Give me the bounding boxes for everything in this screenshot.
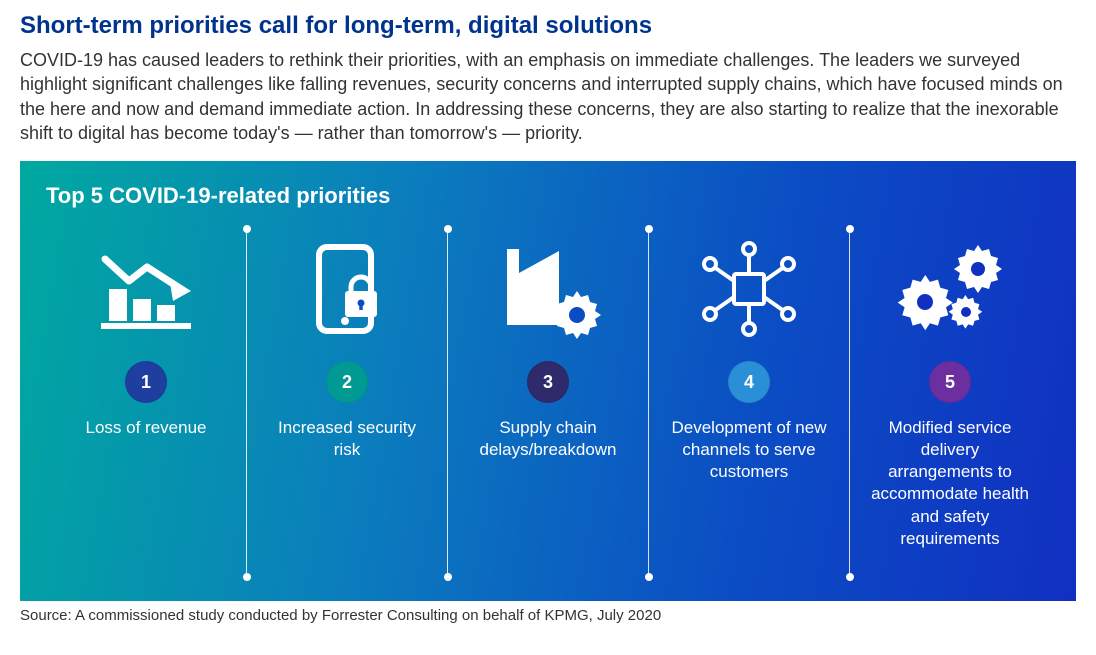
priority-item: 2 Increased security risk bbox=[247, 223, 447, 583]
network-nodes-icon bbox=[694, 229, 804, 349]
priority-item: 4 Development of new channels to serve c… bbox=[649, 223, 849, 583]
priority-item: 5 Modified service delivery arrangements… bbox=[850, 223, 1050, 583]
priority-badge: 5 bbox=[929, 361, 971, 403]
priorities-columns: 1 Loss of revenue bbox=[46, 223, 1050, 583]
priority-badge: 1 bbox=[125, 361, 167, 403]
priority-label: Supply chain delays/breakdown bbox=[460, 417, 636, 461]
page-title: Short-term priorities call for long-term… bbox=[20, 12, 1076, 40]
priority-label: Modified service delivery arrangements t… bbox=[862, 417, 1038, 550]
priority-item: 1 Loss of revenue bbox=[46, 223, 246, 583]
priorities-panel: Top 5 COVID-19-related priorities bbox=[20, 161, 1076, 601]
intro-paragraph: COVID-19 has caused leaders to rethink t… bbox=[20, 48, 1076, 145]
source-citation: Source: A commissioned study conducted b… bbox=[20, 607, 1076, 624]
priority-label: Loss of revenue bbox=[82, 417, 211, 439]
priority-badge: 4 bbox=[728, 361, 770, 403]
priority-badge: 3 bbox=[527, 361, 569, 403]
revenue-down-icon bbox=[91, 229, 201, 349]
priority-item: 3 Supply chain delays/breakdown bbox=[448, 223, 648, 583]
priority-label: Development of new channels to serve cus… bbox=[661, 417, 837, 483]
gears-icon bbox=[890, 229, 1010, 349]
factory-gear-icon bbox=[493, 229, 603, 349]
priority-label: Increased security risk bbox=[259, 417, 435, 461]
device-lock-icon bbox=[297, 229, 397, 349]
priority-badge: 2 bbox=[326, 361, 368, 403]
panel-title: Top 5 COVID-19-related priorities bbox=[46, 183, 1050, 209]
